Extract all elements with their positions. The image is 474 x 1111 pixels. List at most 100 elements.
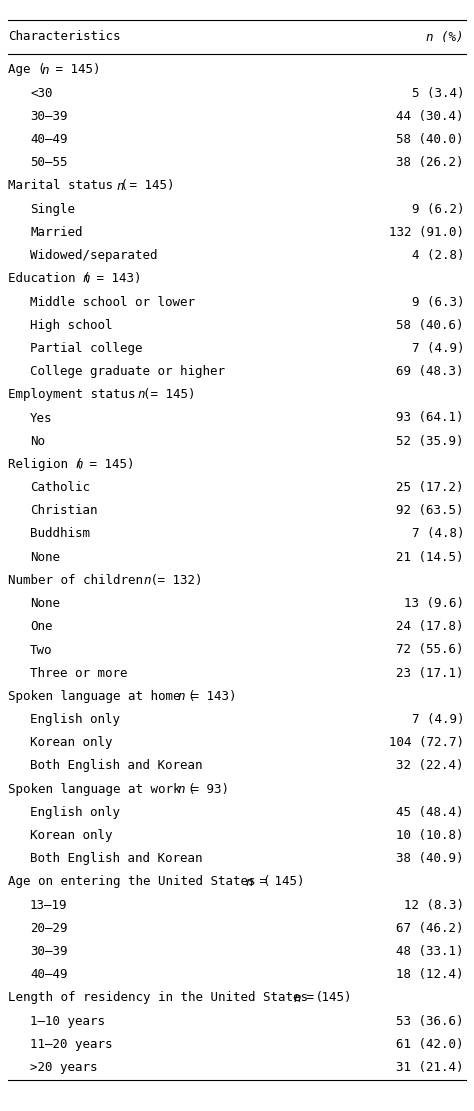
Text: 13–19: 13–19 — [30, 899, 67, 912]
Text: = 145): = 145) — [143, 389, 195, 401]
Text: 12 (8.3): 12 (8.3) — [404, 899, 464, 912]
Text: Characteristics: Characteristics — [8, 30, 120, 43]
Text: Two: Two — [30, 643, 53, 657]
Text: n: n — [144, 574, 151, 587]
Text: Number of children (: Number of children ( — [8, 574, 158, 587]
Text: 40–49: 40–49 — [30, 133, 67, 147]
Text: 23 (17.1): 23 (17.1) — [396, 667, 464, 680]
Text: Both English and Korean: Both English and Korean — [30, 852, 202, 865]
Text: 25 (17.2): 25 (17.2) — [396, 481, 464, 494]
Text: Marital status (: Marital status ( — [8, 180, 128, 192]
Text: n: n — [137, 389, 145, 401]
Text: = 132): = 132) — [150, 574, 202, 587]
Text: Christian: Christian — [30, 504, 98, 518]
Text: Spoken language at work (: Spoken language at work ( — [8, 783, 195, 795]
Text: >20 years: >20 years — [30, 1061, 98, 1074]
Text: n: n — [76, 458, 83, 471]
Text: 93 (64.1): 93 (64.1) — [396, 411, 464, 424]
Text: English only: English only — [30, 805, 120, 819]
Text: 45 (48.4): 45 (48.4) — [396, 805, 464, 819]
Text: 50–55: 50–55 — [30, 157, 67, 169]
Text: Catholic: Catholic — [30, 481, 90, 494]
Text: 10 (10.8): 10 (10.8) — [396, 829, 464, 842]
Text: College graduate or higher: College graduate or higher — [30, 366, 225, 378]
Text: Education (: Education ( — [8, 272, 91, 286]
Text: = 93): = 93) — [183, 783, 228, 795]
Text: Buddhism: Buddhism — [30, 528, 90, 540]
Text: <30: <30 — [30, 87, 53, 100]
Text: = 143): = 143) — [89, 272, 141, 286]
Text: Yes: Yes — [30, 411, 53, 424]
Text: 11–20 years: 11–20 years — [30, 1038, 112, 1051]
Text: 9 (6.2): 9 (6.2) — [411, 202, 464, 216]
Text: Both English and Korean: Both English and Korean — [30, 760, 202, 772]
Text: Age (: Age ( — [8, 63, 46, 77]
Text: n: n — [293, 991, 301, 1004]
Text: One: One — [30, 620, 53, 633]
Text: 30–39: 30–39 — [30, 110, 67, 123]
Text: High school: High school — [30, 319, 112, 332]
Text: Length of residency in the United States (: Length of residency in the United States… — [8, 991, 323, 1004]
Text: 58 (40.6): 58 (40.6) — [396, 319, 464, 332]
Text: = 145): = 145) — [82, 458, 134, 471]
Text: 13 (9.6): 13 (9.6) — [404, 597, 464, 610]
Text: 48 (33.1): 48 (33.1) — [396, 945, 464, 958]
Text: 4 (2.8): 4 (2.8) — [411, 249, 464, 262]
Text: = 145): = 145) — [299, 991, 352, 1004]
Text: Single: Single — [30, 202, 75, 216]
Text: 38 (26.2): 38 (26.2) — [396, 157, 464, 169]
Text: 18 (12.4): 18 (12.4) — [396, 969, 464, 981]
Text: 72 (55.6): 72 (55.6) — [396, 643, 464, 657]
Text: 53 (36.6): 53 (36.6) — [396, 1014, 464, 1028]
Text: 7 (4.9): 7 (4.9) — [411, 342, 464, 354]
Text: = 145): = 145) — [122, 180, 175, 192]
Text: 24 (17.8): 24 (17.8) — [396, 620, 464, 633]
Text: 7 (4.9): 7 (4.9) — [411, 713, 464, 727]
Text: 32 (22.4): 32 (22.4) — [396, 760, 464, 772]
Text: 1–10 years: 1–10 years — [30, 1014, 105, 1028]
Text: 40–49: 40–49 — [30, 969, 67, 981]
Text: None: None — [30, 551, 60, 563]
Text: n: n — [42, 63, 49, 77]
Text: 104 (72.7): 104 (72.7) — [389, 737, 464, 749]
Text: 9 (6.3): 9 (6.3) — [411, 296, 464, 309]
Text: Middle school or lower: Middle school or lower — [30, 296, 195, 309]
Text: None: None — [30, 597, 60, 610]
Text: n: n — [117, 180, 124, 192]
Text: Married: Married — [30, 226, 82, 239]
Text: 58 (40.0): 58 (40.0) — [396, 133, 464, 147]
Text: 21 (14.5): 21 (14.5) — [396, 551, 464, 563]
Text: English only: English only — [30, 713, 120, 727]
Text: 5 (3.4): 5 (3.4) — [411, 87, 464, 100]
Text: Spoken language at home (: Spoken language at home ( — [8, 690, 195, 703]
Text: Widowed/separated: Widowed/separated — [30, 249, 157, 262]
Text: Three or more: Three or more — [30, 667, 128, 680]
Text: 44 (30.4): 44 (30.4) — [396, 110, 464, 123]
Text: Korean only: Korean only — [30, 829, 112, 842]
Text: 30–39: 30–39 — [30, 945, 67, 958]
Text: 61 (42.0): 61 (42.0) — [396, 1038, 464, 1051]
Text: 67 (46.2): 67 (46.2) — [396, 922, 464, 934]
Text: 38 (40.9): 38 (40.9) — [396, 852, 464, 865]
Text: n: n — [83, 272, 90, 286]
Text: n: n — [178, 783, 185, 795]
Text: 132 (91.0): 132 (91.0) — [389, 226, 464, 239]
Text: 69 (48.3): 69 (48.3) — [396, 366, 464, 378]
Text: n: n — [246, 875, 253, 889]
Text: 92 (63.5): 92 (63.5) — [396, 504, 464, 518]
Text: = 143): = 143) — [183, 690, 236, 703]
Text: = 145): = 145) — [48, 63, 100, 77]
Text: No: No — [30, 434, 45, 448]
Text: 31 (21.4): 31 (21.4) — [396, 1061, 464, 1074]
Text: Age on entering the United States (: Age on entering the United States ( — [8, 875, 271, 889]
Text: 20–29: 20–29 — [30, 922, 67, 934]
Text: Korean only: Korean only — [30, 737, 112, 749]
Text: Employment status (: Employment status ( — [8, 389, 151, 401]
Text: 52 (35.9): 52 (35.9) — [396, 434, 464, 448]
Text: Partial college: Partial college — [30, 342, 143, 354]
Text: 7 (4.8): 7 (4.8) — [411, 528, 464, 540]
Text: Religion (: Religion ( — [8, 458, 83, 471]
Text: n (%): n (%) — [427, 30, 464, 43]
Text: = 145): = 145) — [252, 875, 304, 889]
Text: n: n — [178, 690, 185, 703]
